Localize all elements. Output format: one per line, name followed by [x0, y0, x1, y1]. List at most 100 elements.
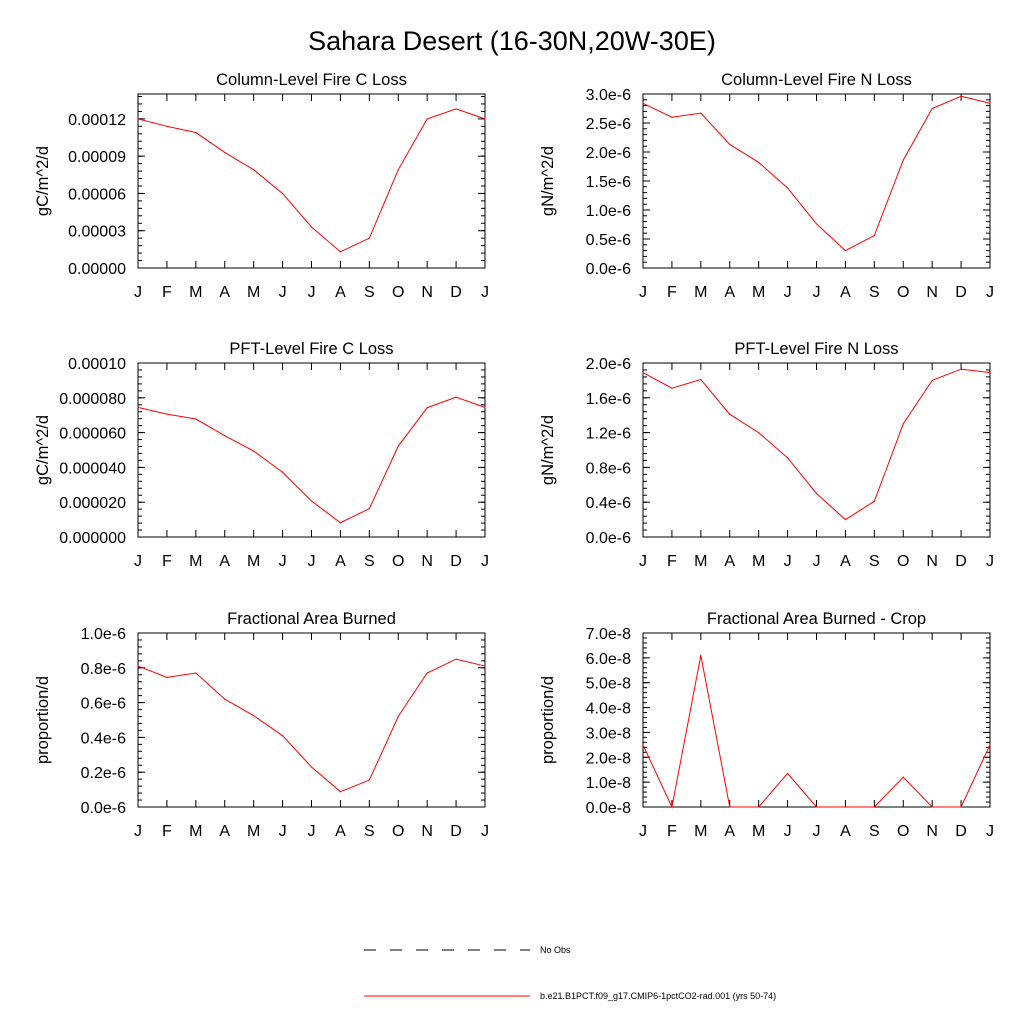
y-tick-label: 0.0e-6 — [586, 530, 631, 547]
data-point — [844, 806, 847, 808]
panel-title: Column-Level Fire C Loss — [216, 71, 407, 89]
data-point — [339, 791, 342, 793]
data-point — [484, 118, 486, 120]
y-tick-label: 0.8e-6 — [81, 661, 126, 678]
x-tick-label: A — [840, 823, 851, 840]
x-tick-label: O — [392, 284, 404, 301]
x-tick-label: N — [926, 823, 938, 840]
x-tick-label: J — [639, 823, 647, 840]
y-tick-label: 2.0e-8 — [586, 750, 631, 767]
chart-panels: Column-Level Fire C Loss 0.00000 0.00003 0.… — [34, 71, 994, 840]
x-tick-label: J — [813, 823, 821, 840]
y-tick-label: 2.5e-6 — [586, 116, 631, 133]
data-point — [873, 500, 875, 502]
data-point — [902, 776, 904, 778]
y-tick-label: 1.2e-6 — [586, 426, 631, 443]
x-tick-label: S — [869, 823, 880, 840]
y-tick-label: 2.0e-6 — [586, 145, 631, 162]
data-point — [960, 806, 962, 808]
x-tick-label: J — [986, 823, 994, 840]
data-point — [253, 450, 255, 452]
data-point — [397, 169, 399, 171]
y-axis-label: gC/m^2/d — [34, 146, 52, 216]
x-tick-label: A — [724, 823, 735, 840]
x-tick-label: S — [364, 553, 375, 570]
data-point — [902, 159, 904, 161]
data-point — [224, 698, 226, 700]
y-tick-label: 5.0e-8 — [586, 676, 631, 693]
chart-panel-3: PFT-Level Fire C Loss 0.000000 0.000020 0.0… — [34, 340, 489, 570]
x-tick-label: D — [450, 553, 462, 570]
x-tick-label: J — [639, 553, 647, 570]
x-tick-label: J — [279, 823, 287, 840]
data-point — [484, 406, 486, 408]
y-tick-label: 0.00006 — [68, 186, 126, 203]
chart-panel-4: PFT-Level Fire N Loss 0.0e-6 0.4e-6 0.8e-6 1… — [539, 340, 994, 570]
y-tick-label: 0.4e-6 — [586, 495, 631, 512]
data-point — [253, 169, 255, 171]
plot-frame — [642, 93, 991, 269]
y-tick-label: 0.00009 — [68, 149, 126, 166]
x-tick-label: M — [247, 284, 260, 301]
data-point — [729, 413, 731, 415]
x-tick-label: J — [784, 284, 792, 301]
data-point — [989, 102, 991, 104]
data-point — [310, 226, 313, 228]
y-tick-label: 0.5e-6 — [586, 232, 631, 249]
y-tick-label: 0.00000 — [68, 261, 126, 278]
data-point — [484, 665, 486, 667]
data-point — [844, 250, 847, 252]
data-point — [137, 406, 139, 408]
x-tick-label: J — [308, 823, 316, 840]
data-point — [671, 116, 673, 118]
panel-title: PFT-Level Fire C Loss — [229, 340, 393, 358]
data-point — [931, 379, 933, 381]
data-point — [137, 118, 139, 120]
y-tick-label: 0.0e-6 — [586, 261, 631, 278]
y-tick-label: 0.00012 — [68, 112, 126, 129]
data-point — [224, 435, 226, 437]
y-tick-label: 4.0e-8 — [586, 701, 631, 718]
y-axis-label: gC/m^2/d — [34, 415, 52, 485]
x-tick-label: J — [134, 284, 142, 301]
x-tick-label: A — [335, 823, 346, 840]
chart-panel-2: Column-Level Fire N Loss 0.0e-6 0.5e-6 1.0e… — [539, 71, 994, 301]
data-point — [195, 131, 197, 134]
data-point — [931, 107, 933, 110]
x-tick-label: J — [308, 553, 316, 570]
data-point — [455, 108, 457, 110]
x-tick-label: F — [162, 284, 172, 301]
y-tick-label: 0.6e-6 — [81, 696, 126, 713]
y-tick-label: 0.2e-6 — [81, 765, 126, 782]
data-point — [960, 368, 962, 370]
x-tick-label: J — [481, 284, 489, 301]
y-axis-label: gN/m^2/d — [539, 415, 557, 485]
x-tick-label: D — [955, 284, 967, 301]
plot-frame — [642, 632, 991, 808]
chart-panel-6: Fractional Area Burned - Crop 0.0e-8 1.0e-… — [539, 610, 994, 840]
data-point — [339, 251, 342, 253]
figure-title: Sahara Desert (16-30N,20W-30E) — [308, 26, 716, 56]
x-tick-label: M — [694, 823, 707, 840]
data-point — [339, 522, 342, 524]
x-tick-label: J — [813, 553, 821, 570]
data-point — [729, 143, 731, 146]
x-tick-label: J — [308, 284, 316, 301]
data-point — [455, 658, 457, 660]
y-tick-label: 3.0e-8 — [586, 725, 631, 742]
plot-frame — [137, 93, 486, 269]
data-point — [426, 407, 428, 409]
data-point — [642, 371, 644, 374]
legend-model-label: b.e21.B1PCT.f09_g17.CMIP6-1pctCO2-rad.00… — [540, 991, 776, 1001]
y-tick-label: 1.5e-6 — [586, 174, 631, 191]
x-tick-label: J — [813, 284, 821, 301]
data-point — [368, 237, 370, 239]
x-tick-label: D — [450, 823, 462, 840]
data-point — [281, 471, 284, 473]
data-point — [224, 151, 226, 154]
data-point — [700, 378, 702, 381]
data-point — [166, 676, 168, 678]
data-point — [642, 744, 644, 746]
data-point — [166, 125, 168, 127]
x-tick-label: J — [986, 553, 994, 570]
